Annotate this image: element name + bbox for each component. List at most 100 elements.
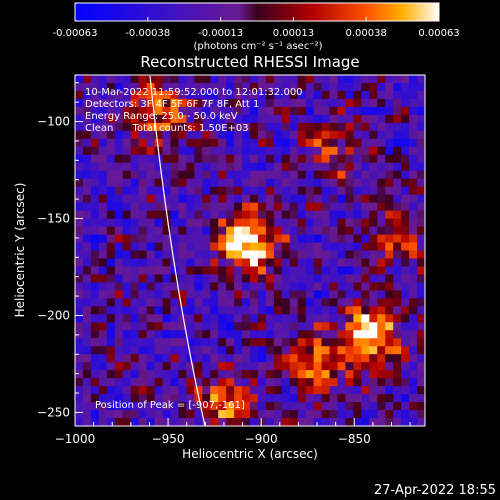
- heatmap-cell: [385, 202, 394, 212]
- heatmap-cell: [82, 242, 92, 251]
- heatmap-cell: [321, 202, 330, 212]
- heatmap-cell: [202, 210, 211, 219]
- heatmap-cell: [321, 154, 330, 164]
- heatmap-cell: [178, 75, 187, 84]
- chart-title: Reconstructed RHESSI Image: [140, 53, 359, 71]
- heatmap-cell: [154, 362, 163, 371]
- heatmap-cell: [401, 394, 410, 403]
- heatmap-cell: [234, 410, 243, 419]
- heatmap-cell: [289, 338, 299, 347]
- heatmap-cell: [265, 402, 275, 411]
- heatmap-cell: [250, 250, 259, 259]
- heatmap-cell: [257, 410, 267, 419]
- heatmap-cell: [98, 410, 108, 419]
- heatmap-cell: [154, 386, 163, 395]
- heatmap-cell: [337, 274, 346, 283]
- heatmap-cell: [82, 98, 92, 108]
- heatmap-cell: [210, 258, 219, 267]
- heatmap-cell: [281, 362, 291, 371]
- heatmap-cell: [329, 194, 338, 204]
- heatmap-cell: [154, 314, 163, 323]
- heatmap-cell: [305, 282, 315, 291]
- heatmap-cell: [393, 330, 402, 339]
- heatmap-cell: [162, 274, 171, 283]
- heatmap-cell: [281, 378, 291, 387]
- heatmap-cell: [146, 210, 155, 219]
- heatmap-cell: [122, 402, 132, 411]
- heatmap-cell: [178, 122, 187, 132]
- heatmap-cell: [337, 170, 346, 180]
- heatmap-cell: [273, 250, 283, 259]
- heatmap-cell: [265, 266, 275, 275]
- heatmap-cell: [202, 306, 211, 315]
- heatmap-cell: [202, 258, 211, 267]
- heatmap-cell: [321, 322, 330, 331]
- heatmap-cell: [162, 122, 171, 132]
- heatmap-cell: [186, 234, 195, 243]
- heatmap-cell: [162, 98, 171, 108]
- heatmap-cell: [242, 362, 251, 371]
- heatmap-cell: [337, 322, 346, 331]
- heatmap-cell: [218, 306, 227, 315]
- heatmap-cell: [138, 306, 147, 315]
- heatmap-cell: [377, 242, 386, 251]
- heatmap-cell: [75, 154, 84, 164]
- heatmap-cell: [409, 306, 418, 315]
- heatmap-cell: [273, 258, 283, 267]
- heatmap-cell: [75, 146, 84, 156]
- heatmap-cell: [75, 138, 84, 148]
- heatmap-cell: [178, 194, 187, 204]
- heatmap-cell: [361, 138, 370, 148]
- heatmap-cell: [186, 418, 195, 426]
- heatmap-cell: [90, 170, 100, 180]
- heatmap-cell: [297, 258, 307, 267]
- heatmap-cell: [138, 170, 147, 180]
- heatmap-cell: [98, 250, 108, 259]
- heatmap-cell: [313, 162, 322, 172]
- heatmap-cell: [90, 330, 100, 339]
- heatmap-cell: [250, 402, 259, 411]
- heatmap-cell: [75, 330, 84, 339]
- heatmap-cell: [250, 106, 259, 116]
- heatmap-cell: [162, 314, 171, 323]
- heatmap-cell: [130, 138, 140, 148]
- heatmap-cell: [417, 298, 425, 307]
- heatmap-cell: [186, 330, 195, 339]
- heatmap-cell: [82, 306, 92, 315]
- heatmap-cell: [401, 298, 410, 307]
- heatmap-cell: [82, 82, 92, 92]
- heatmap-cell: [417, 362, 425, 371]
- heatmap-cell: [265, 290, 275, 299]
- heatmap-cell: [154, 298, 163, 307]
- heatmap-cell: [226, 354, 235, 363]
- heatmap-cell: [313, 378, 322, 387]
- heatmap-cell: [130, 386, 140, 395]
- heatmap-cell: [130, 218, 140, 227]
- heatmap-cell: [75, 122, 84, 132]
- heatmap-cell: [98, 122, 108, 132]
- heatmap-cell: [289, 82, 299, 92]
- heatmap-cell: [154, 346, 163, 355]
- heatmap-cell: [305, 210, 315, 219]
- heatmap-cell: [75, 346, 84, 355]
- heatmap-cell: [154, 75, 163, 84]
- heatmap-cell: [234, 154, 243, 164]
- heatmap-cell: [353, 298, 362, 307]
- heatmap-cell: [178, 282, 187, 291]
- heatmap-cell: [369, 282, 378, 291]
- heatmap-cell: [417, 418, 425, 426]
- heatmap-cell: [114, 322, 124, 331]
- heatmap-cell: [186, 298, 195, 307]
- heatmap-cell: [138, 378, 147, 387]
- heatmap-cell: [226, 194, 235, 204]
- heatmap-cell: [393, 306, 402, 315]
- heatmap-cell: [130, 234, 140, 243]
- heatmap-cell: [162, 306, 171, 315]
- heatmap-cell: [329, 226, 338, 235]
- heatmap-cell: [385, 138, 394, 148]
- heatmap-cell: [401, 234, 410, 243]
- heatmap-cell: [257, 378, 267, 387]
- heatmap-cell: [305, 186, 315, 196]
- heatmap-cell: [361, 154, 370, 164]
- heatmap-cell: [409, 82, 418, 92]
